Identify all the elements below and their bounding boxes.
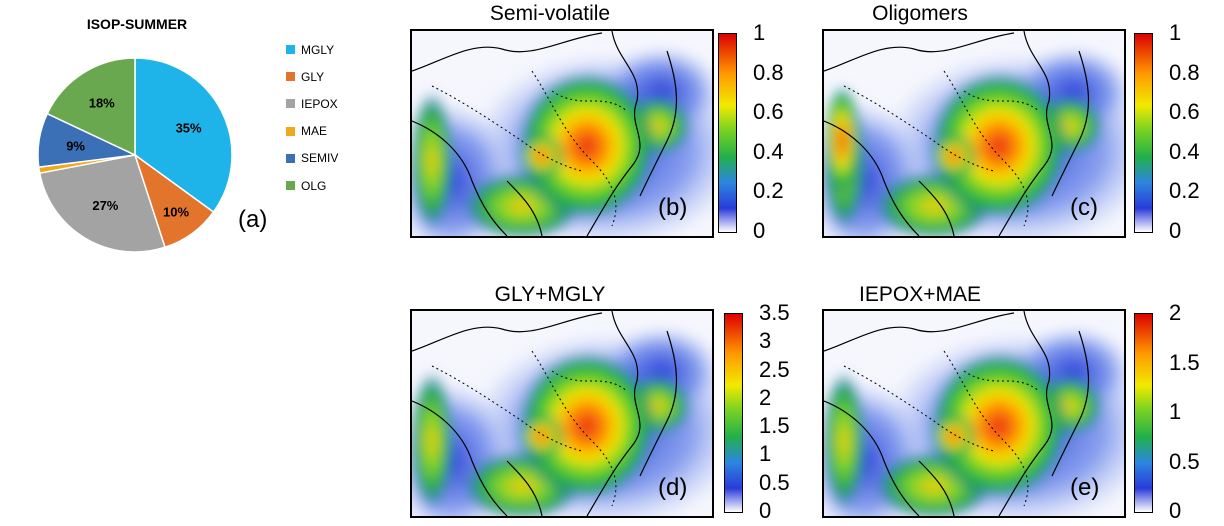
panel-b-title: Semi-volatile [489, 2, 611, 25]
legend-swatch [286, 72, 295, 82]
panel-b-tick-label: 0.4 [753, 138, 784, 164]
panel-d-map [410, 309, 714, 518]
panel-e-title: IEPOX+MAE [859, 283, 981, 306]
pie-slice-iepox [38, 154, 166, 253]
legend-item-semiv: SEMIV [286, 145, 338, 172]
panel-e-tick-label: 1.5 [1169, 349, 1200, 375]
legend-swatch [286, 153, 295, 163]
legend-item-iepox: IEPOX [286, 90, 338, 117]
panel-label-a: (a) [238, 206, 268, 233]
legend-label: MGLY [301, 42, 335, 57]
panel-b-colorbar [718, 33, 737, 233]
panel-b-heatmap [412, 31, 712, 236]
panel-d-tick-label: 2 [759, 384, 772, 410]
panel-c-map [822, 29, 1126, 238]
pie-label-iepox: 27% [92, 198, 118, 213]
panel-d-letter: (d) [658, 474, 688, 501]
panel-b-tick-label: 0.8 [753, 59, 784, 85]
panel-c-letter: (c) [1070, 194, 1098, 221]
panel-e-colorbar [1134, 313, 1153, 513]
panel-e-heatmap [824, 311, 1124, 516]
panel-d-tick-label: 1.5 [759, 413, 790, 439]
panel-b-tick-label: 0 [753, 218, 766, 243]
legend-item-gly: GLY [286, 63, 338, 90]
panel-d-tick-label: 1 [759, 441, 772, 467]
panel-e-tick-label: 0.5 [1169, 448, 1200, 474]
legend-swatch [286, 45, 295, 55]
legend-item-mgly: MGLY [286, 36, 338, 63]
panel-c-tick-label: 0.2 [1169, 178, 1200, 204]
panel-c-title: Oligomers [872, 2, 968, 25]
panel-e-tick-label: 0 [1169, 498, 1182, 523]
pie-label-gly: 10% [163, 205, 189, 220]
pie-label-mgly: 35% [176, 121, 202, 136]
panel-e-tick-label: 1 [1169, 399, 1182, 424]
panel-d-tick-label: 3 [759, 328, 772, 354]
panel-e-tick-label: 2 [1169, 300, 1182, 325]
pie-label-semiv: 9% [66, 139, 85, 154]
panel-c-tick-label: 0.4 [1169, 138, 1200, 164]
pie-title: ISOP-SUMMER [86, 16, 188, 32]
pie-slice-mgly [134, 57, 233, 214]
panel-e-letter: (e) [1070, 474, 1100, 501]
legend-label: MAE [301, 124, 328, 139]
panel-b-tick-label: 0.6 [753, 99, 784, 125]
panel-d-title: GLY+MGLY [494, 283, 606, 306]
legend-swatch [286, 181, 295, 191]
panel-b-tick-label: 0.2 [753, 178, 784, 204]
legend-item-olg: OLG [286, 172, 338, 199]
legend-label: OLG [301, 178, 327, 193]
legend-swatch [286, 99, 295, 109]
panel-e-map [822, 309, 1126, 518]
pie-chart: 35%10%27%1%9%18% [37, 57, 233, 253]
panel-d-tick-label: 0 [759, 498, 772, 523]
panel-d-tick-label: 3.5 [759, 300, 790, 325]
panel-c-tick-label: 0.6 [1169, 99, 1200, 125]
pie-legend: MGLY GLY IEPOX MAE SEMIV OLG [286, 36, 338, 199]
panel-c-colorbar [1134, 33, 1153, 233]
pie-label-olg: 18% [89, 96, 115, 111]
legend-swatch [286, 126, 295, 136]
panel-c-tick-label: 1 [1169, 20, 1182, 45]
panel-d-heatmap [412, 311, 712, 516]
legend-label: IEPOX [301, 96, 338, 111]
legend-item-mae: MAE [286, 118, 338, 145]
legend-label: GLY [301, 69, 325, 84]
panel-d-colorbar [724, 313, 743, 513]
panel-c-tick-label: 0 [1169, 218, 1182, 243]
panel-b-tick-label: 1 [753, 20, 766, 45]
panel-b-map [410, 29, 714, 238]
panel-c-heatmap [824, 31, 1124, 236]
panel-d-tick-label: 2.5 [759, 356, 790, 382]
panel-c-tick-label: 0.8 [1169, 59, 1200, 85]
panel-b-letter: (b) [658, 194, 688, 221]
pie-slice-olg [46, 57, 136, 157]
legend-label: SEMIV [301, 151, 339, 166]
panel-d-tick-label: 0.5 [759, 469, 790, 495]
